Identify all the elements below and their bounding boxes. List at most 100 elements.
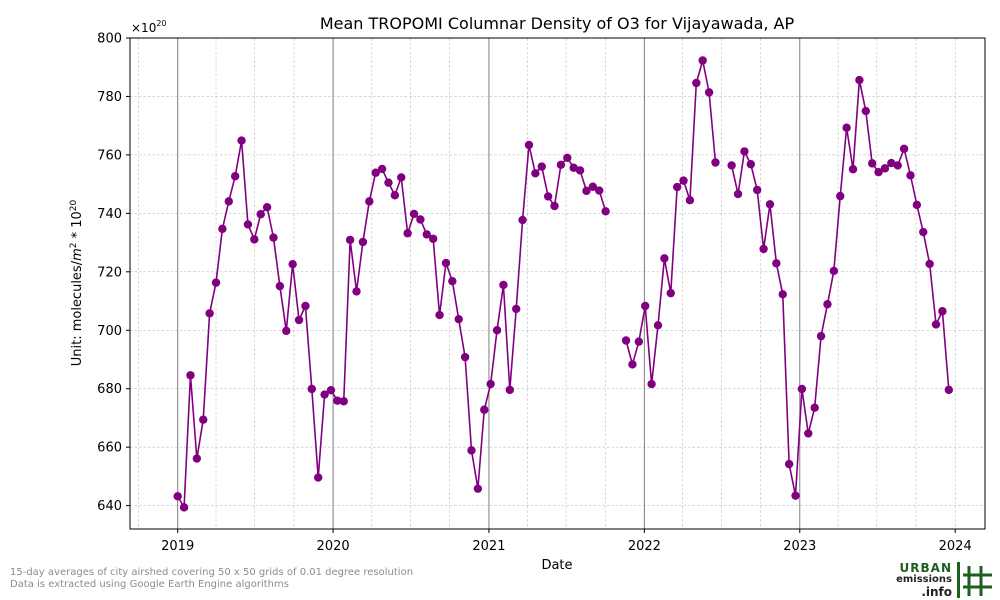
x-tick-label: 2024 <box>939 539 972 554</box>
data-point <box>653 321 663 330</box>
data-point <box>211 278 221 287</box>
data-point <box>173 492 182 501</box>
data-point <box>384 178 393 187</box>
data-point <box>397 173 406 182</box>
y-axis-label: Unit: molecules/m2 * 1020 <box>69 199 85 366</box>
data-point <box>243 220 253 229</box>
footnote-line-2: Data is extracted using Google Earth Eng… <box>10 579 289 590</box>
data-point <box>256 210 265 219</box>
data-point <box>269 233 278 242</box>
data-point <box>746 160 756 169</box>
data-point <box>634 337 644 346</box>
data-point <box>486 379 495 389</box>
data-point <box>377 164 387 174</box>
data-point <box>307 384 317 394</box>
data-point <box>454 314 463 324</box>
data-point <box>301 301 310 311</box>
data-point <box>685 196 695 205</box>
data-point <box>867 159 877 168</box>
data-point <box>836 191 845 201</box>
data-point <box>345 235 355 245</box>
data-point <box>448 276 457 286</box>
data-point <box>294 315 304 325</box>
x-axis-label: Date <box>541 558 572 573</box>
data-point <box>816 331 826 341</box>
y-offset-base: ×10 <box>131 21 156 35</box>
data-point <box>473 484 483 493</box>
data-point <box>326 385 336 395</box>
data-point <box>588 182 598 191</box>
data-point <box>887 158 896 168</box>
data-point <box>505 385 515 395</box>
data-point <box>333 396 342 405</box>
data-point <box>711 158 720 167</box>
data-point <box>320 390 329 399</box>
data-point <box>944 385 954 395</box>
data-point <box>704 88 714 97</box>
data-point <box>435 310 444 320</box>
data-point <box>874 167 883 177</box>
y-tick-label: 720 <box>97 265 122 280</box>
data-point <box>275 281 285 291</box>
data-point <box>422 230 431 239</box>
data-point <box>569 163 578 172</box>
data-point <box>861 106 870 116</box>
data-point <box>628 360 637 369</box>
footnote-line-1: 15-day averages of city airshed covering… <box>10 567 414 578</box>
y-tick-label: 780 <box>97 90 122 105</box>
hash-grid-icon <box>957 562 992 598</box>
data-point <box>543 192 553 201</box>
data-point <box>575 166 585 175</box>
x-tick-label: 2020 <box>317 539 350 554</box>
series-line <box>625 59 717 385</box>
data-point <box>499 280 508 290</box>
data-point <box>550 201 559 211</box>
data-point <box>428 234 438 243</box>
x-tick-label: 2023 <box>783 539 816 554</box>
data-point <box>797 384 807 394</box>
x-tick-label: 2022 <box>628 539 661 554</box>
data-point <box>647 379 656 389</box>
data-point <box>524 140 534 150</box>
data-point <box>518 215 527 225</box>
data-point <box>791 491 800 500</box>
data-point <box>531 169 540 178</box>
data-point <box>262 203 272 212</box>
data-point <box>759 244 768 254</box>
data-series <box>173 56 954 512</box>
data-point <box>660 254 669 263</box>
data-point <box>441 258 451 268</box>
data-point <box>919 227 928 237</box>
data-point <box>829 266 839 276</box>
data-point <box>765 200 775 209</box>
data-point <box>938 307 947 316</box>
data-point <box>179 503 189 512</box>
data-point <box>492 326 502 335</box>
data-point <box>224 197 233 206</box>
data-point <box>810 403 819 412</box>
data-point <box>537 162 546 171</box>
data-point <box>282 326 291 336</box>
y-tick-label: 740 <box>97 207 122 222</box>
grid-lines <box>130 37 985 529</box>
data-point <box>186 371 195 380</box>
data-point <box>692 78 701 88</box>
urban-emissions-logo: URBAN emissions .info <box>896 560 996 600</box>
logo-word-info: .info <box>921 585 952 599</box>
data-point <box>753 185 762 195</box>
data-point <box>416 215 425 224</box>
data-point <box>804 429 813 438</box>
data-point <box>880 164 890 173</box>
data-point <box>733 189 743 199</box>
chart-title: Mean TROPOMI Columnar Density of O3 for … <box>320 14 795 33</box>
data-point <box>848 165 858 174</box>
data-point <box>556 160 566 170</box>
plot-frame <box>129 37 986 530</box>
data-point <box>931 320 941 329</box>
data-point <box>855 75 864 85</box>
data-point <box>679 176 688 185</box>
data-point <box>205 309 214 318</box>
data-point <box>582 186 591 196</box>
y-offset-label: ×1020 <box>131 19 167 35</box>
